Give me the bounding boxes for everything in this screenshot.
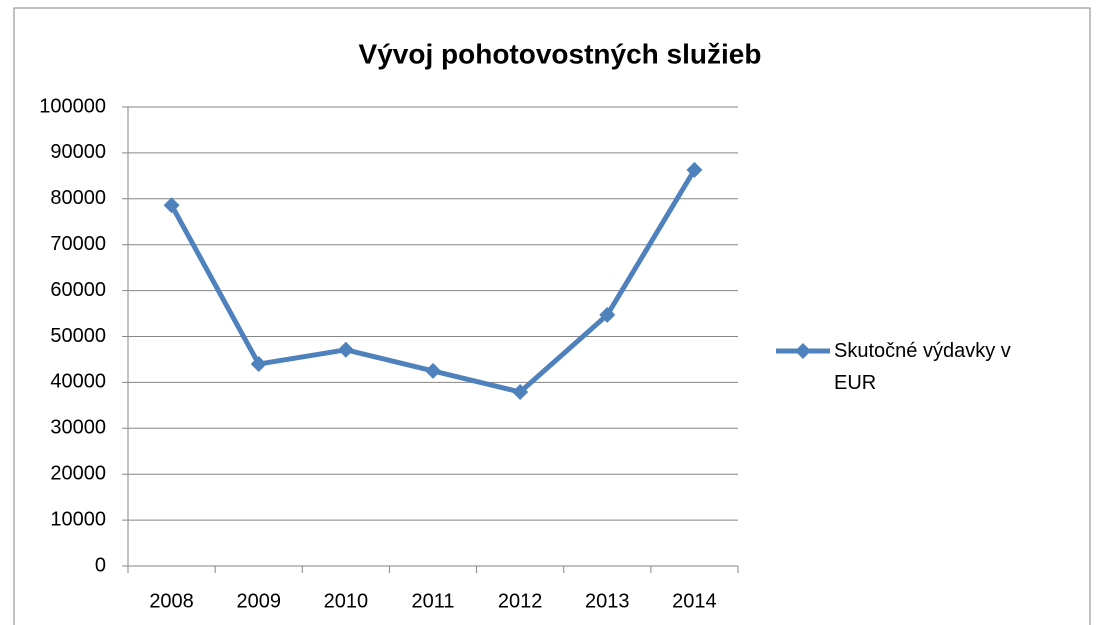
y-tick-label: 100000 [39,95,106,117]
legend-label: Skutočné výdavky v EUR [834,340,1011,394]
x-tick-label: 2012 [498,590,543,612]
y-tick-label: 0 [95,554,106,576]
x-tick-label: 2011 [411,590,454,612]
marker [512,384,529,401]
y-tick-label: 50000 [50,325,106,347]
marker [425,362,441,379]
x-tick-label: 2014 [672,590,717,612]
y-tick-label: 30000 [50,417,106,439]
marker [250,356,267,373]
y-tick-label: 60000 [50,279,106,301]
y-tick-label: 90000 [50,141,106,163]
series-line [169,168,697,395]
legend-marker [795,343,811,359]
marker [337,341,354,358]
chart-border [13,7,1091,625]
y-tick-label: 40000 [50,371,106,393]
y-tick-label: 10000 [50,508,106,530]
y-tick-label: 20000 [50,462,106,484]
y-tick-label: 80000 [50,187,106,209]
marker [686,161,703,178]
chart-title: Vývoj pohotovostných služieb [359,38,762,69]
x-tick-label: 2013 [585,590,630,612]
x-tick-label: 2008 [149,590,194,612]
marker [163,197,180,214]
x-tick-label: 2010 [324,590,369,612]
x-tick-label: 2009 [236,590,281,612]
marker [599,306,616,323]
y-tick-label: 70000 [50,233,106,255]
